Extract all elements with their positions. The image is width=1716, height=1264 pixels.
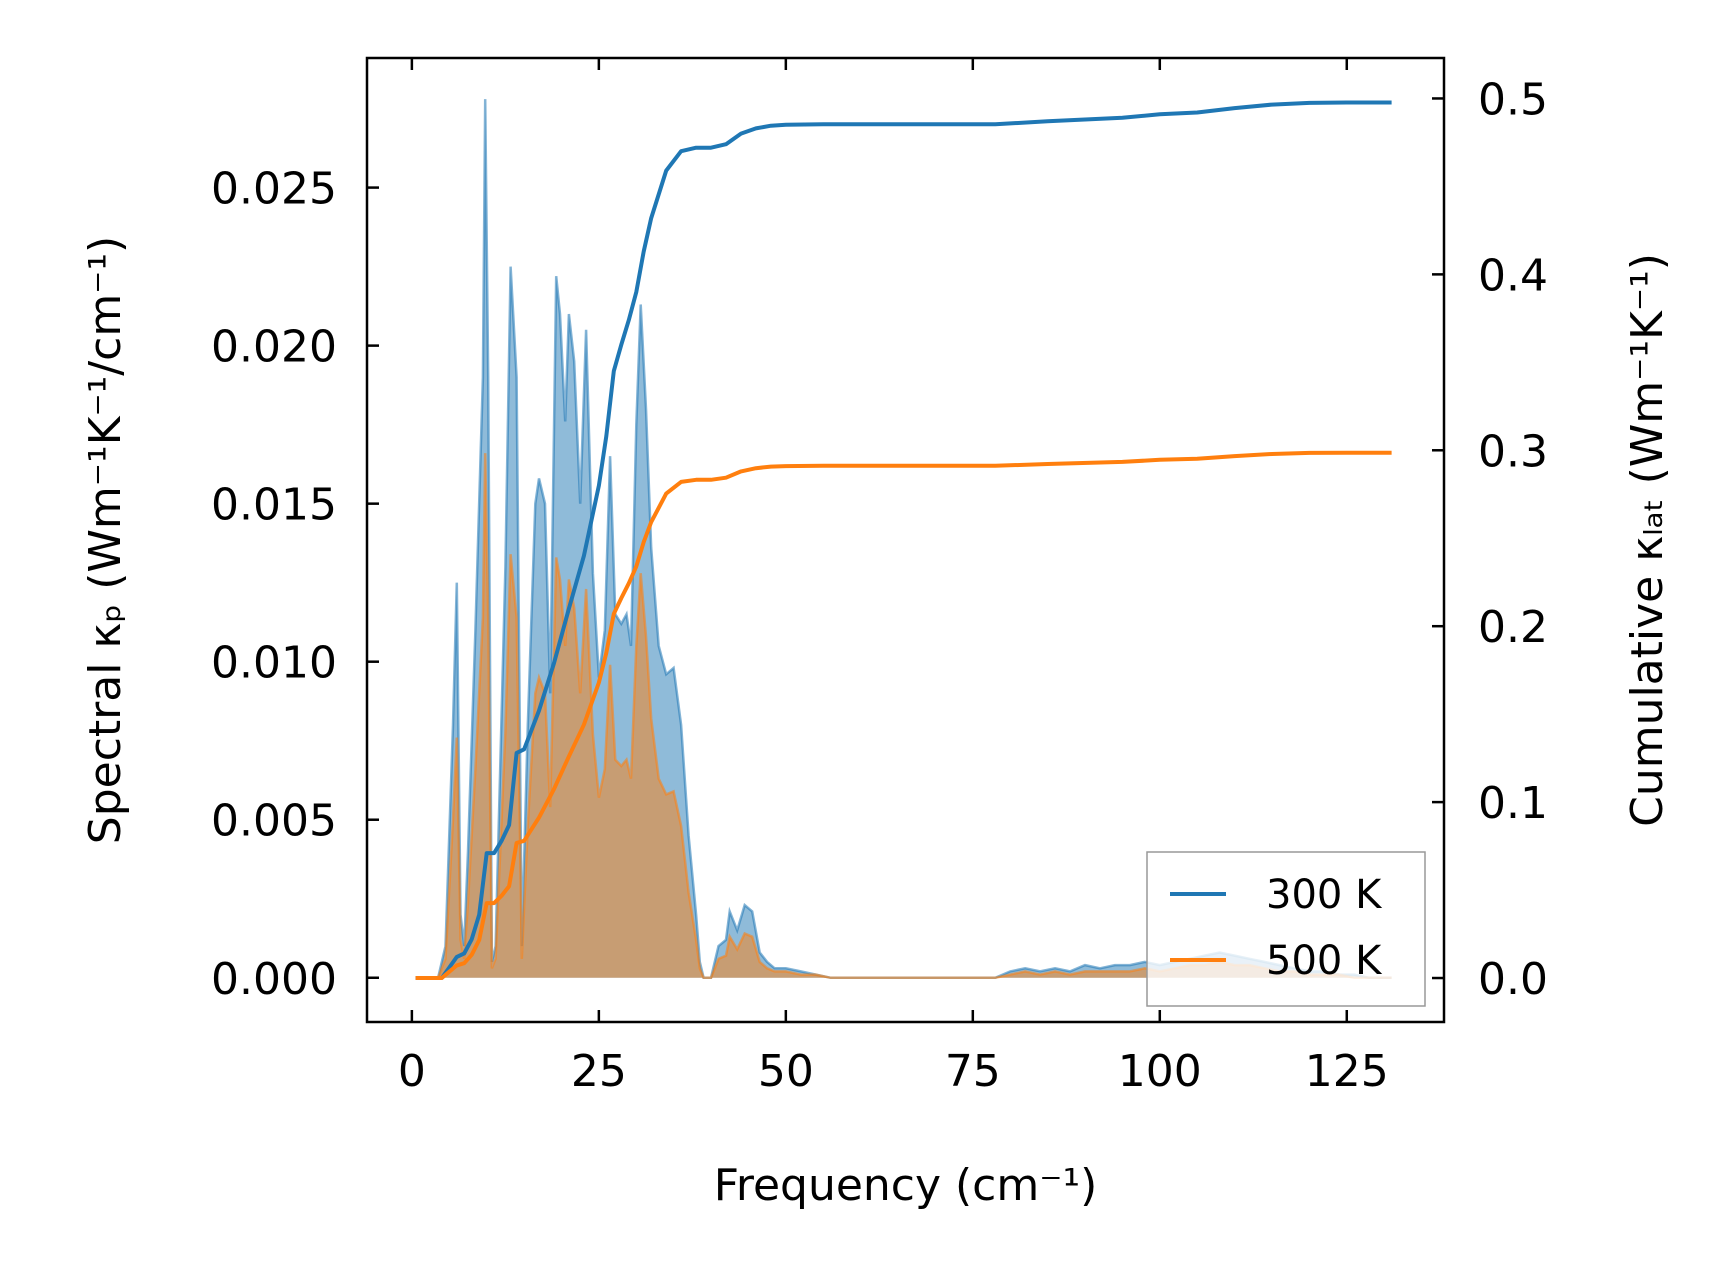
y-tick-label-right: 0.3 — [1478, 426, 1548, 477]
axes-frame — [365, 56, 1446, 1024]
y-tick-label-left: 0.010 — [211, 638, 337, 689]
legend-label-500k: 500 K — [1266, 938, 1383, 984]
y-tick-label-left: 0.025 — [211, 164, 337, 215]
spectral-area-300k — [415, 99, 1392, 978]
y-tick-label-left: 0.005 — [211, 796, 337, 847]
x-tick-label: 75 — [945, 1046, 1001, 1097]
cumulative-line-500k — [415, 450, 1392, 980]
legend-label-300k: 300 K — [1266, 872, 1383, 918]
y-axis-label-right: Cumulative κₗₐₜ (Wm⁻¹K⁻¹) — [1622, 253, 1673, 827]
y-tick-label-right: 0.1 — [1478, 778, 1548, 829]
x-tick-label: 0 — [398, 1046, 426, 1097]
y-tick-label-right: 0.5 — [1478, 74, 1548, 125]
cumulative-line-300k — [415, 100, 1392, 980]
legend-box — [1146, 851, 1426, 1007]
y-tick-label-right: 0.0 — [1478, 954, 1548, 1005]
ticks: 0 25 50 75 100 125 0.000 0.005 0.010 0.015 0.020 0.… — [211, 58, 1548, 1097]
y-tick-label-right: 0.4 — [1478, 250, 1548, 301]
y-axis-label-left: Spectral κₚ (Wm⁻¹K⁻¹/cm⁻¹) — [80, 236, 131, 844]
y-tick-label-left: 0.000 — [211, 954, 337, 1005]
spectral-area-500k — [415, 453, 1392, 978]
y-tick-label-left: 0.020 — [211, 322, 337, 373]
x-axis-label: Frequency (cm⁻¹) — [714, 1160, 1098, 1211]
y-tick-label-left: 0.015 — [211, 480, 337, 531]
x-tick-label: 50 — [758, 1046, 814, 1097]
x-tick-label: 25 — [571, 1046, 627, 1097]
y-tick-label-right: 0.2 — [1478, 602, 1548, 653]
x-tick-label: 125 — [1305, 1046, 1389, 1097]
x-tick-label: 100 — [1118, 1046, 1202, 1097]
series-lines — [415, 100, 1392, 980]
legend: 300 K 500 K — [1146, 851, 1426, 1007]
